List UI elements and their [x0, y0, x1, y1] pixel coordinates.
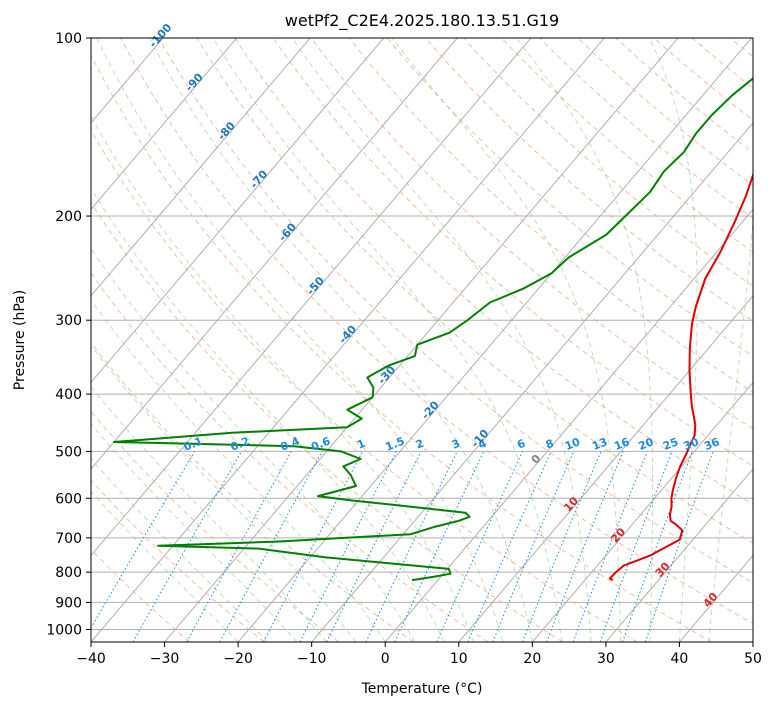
x-axis-label: Temperature (°C)	[361, 681, 483, 697]
x-tick-label: −40	[76, 651, 106, 667]
isotherm-line	[91, 38, 385, 384]
x-tick-label: −30	[150, 651, 180, 667]
y-tick-label: 800	[55, 565, 82, 581]
isotherm-line	[91, 38, 458, 470]
moist-adiabat-line	[148, 38, 533, 642]
x-tick-label: −20	[223, 651, 253, 667]
mixing-ratio-label: 10	[563, 435, 582, 453]
y-tick-label: 700	[55, 531, 82, 547]
y-tick-label: 200	[55, 209, 82, 225]
y-axis-label: Pressure (hPa)	[12, 290, 28, 390]
mixing-ratio-line	[326, 451, 422, 642]
x-tick-label: 10	[450, 651, 468, 667]
mixing-ratio-label: 2	[414, 437, 426, 452]
isotherm-line	[91, 38, 532, 557]
y-tick-label: 900	[55, 595, 82, 611]
mixing-ratio-label: 30	[682, 435, 701, 453]
isotherm-line	[91, 38, 237, 211]
mixing-ratio-line	[186, 451, 292, 642]
mixing-ratio-lines	[91, 451, 714, 642]
dry-adiabat-line	[234, 38, 753, 505]
dry-adiabat-line	[91, 54, 713, 642]
isotherm-line	[91, 38, 605, 642]
y-tick-label: 1000	[46, 622, 82, 638]
y-axis: 100 200 300 400 500 600 700 800 900 1000	[46, 31, 91, 638]
dry-adiabat-line	[91, 479, 265, 642]
isotherm-line	[311, 122, 753, 642]
mixing-ratio-label: 25	[661, 435, 680, 453]
temperature-line	[608, 169, 753, 581]
mixing-ratio-line	[572, 451, 648, 642]
dry-adiabat-line	[91, 272, 489, 642]
dewpoint-line	[112, 77, 753, 582]
x-tick-label: 40	[671, 651, 689, 667]
chart-title: wetPf2_C2E4.2025.180.13.51.G19	[285, 11, 559, 31]
dry-adiabat-line	[158, 38, 753, 584]
series-layer	[112, 77, 753, 582]
y-tick-label: 400	[55, 387, 82, 403]
dry-adiabat-line	[425, 38, 753, 322]
plot-area	[91, 38, 753, 642]
mixing-ratio-label: 16	[612, 435, 631, 453]
isotherm-line	[237, 38, 752, 642]
moist-adiabat-line	[648, 38, 698, 642]
mixing-ratio-label: 8	[544, 437, 556, 452]
x-tick-label: 20	[523, 651, 541, 667]
x-axis: −40 −30 −20 −10 0 10 20 30 40 50	[76, 642, 762, 667]
moist-adiabat-line	[91, 247, 416, 642]
moist-adiabat-line	[91, 345, 357, 642]
x-tick-label: 50	[744, 651, 762, 667]
background-lines	[91, 38, 753, 642]
dry-adiabat-line	[91, 129, 638, 642]
mixing-ratio-label: 36	[702, 435, 721, 453]
y-tick-label: 100	[55, 31, 82, 47]
isotherm-line	[605, 468, 753, 642]
mixing-ratio-labels: 0.1 0.2 0.4 0.6 1 1.5 2 3 4 6 8 10 13 16 20 25 30 36	[182, 434, 722, 453]
mixing-ratio-label: 13	[590, 435, 609, 453]
mixing-ratio-line	[522, 451, 602, 642]
isotherm-line	[384, 208, 753, 642]
moist-adiabat-line	[515, 38, 654, 642]
isotherm-line	[531, 381, 753, 642]
dry-adiabat-line	[91, 548, 190, 642]
dry-adiabat-line	[120, 38, 753, 625]
moist-adiabat-line	[708, 213, 753, 642]
mixing-ratio-line	[492, 451, 575, 642]
dry-adiabat-line	[91, 342, 414, 642]
mixing-ratio-line	[436, 451, 524, 642]
dry-adiabat-line	[91, 410, 340, 642]
x-tick-label: 30	[597, 651, 615, 667]
moist-adiabat-line	[391, 38, 622, 642]
isotherm-line	[164, 38, 679, 642]
x-tick-label: −10	[297, 651, 327, 667]
isotherm-line	[458, 295, 753, 642]
mixing-ratio-label: 1	[355, 437, 367, 452]
moist-adiabat-line	[91, 187, 445, 642]
mixing-ratio-line	[467, 451, 552, 642]
mixing-ratio-line	[546, 451, 624, 642]
dry-adiabat-line	[196, 38, 753, 544]
moist-adiabat-line	[91, 385, 327, 642]
mixing-ratio-label: 3	[450, 437, 462, 452]
y-tick-label: 500	[55, 444, 82, 460]
moist-adiabat-line	[91, 457, 268, 642]
dry-adiabat-line	[310, 38, 753, 430]
y-tick-label: 300	[55, 313, 82, 329]
y-tick-label: 600	[55, 491, 82, 507]
mixing-ratio-line	[132, 451, 242, 642]
mixing-ratio-line	[219, 451, 323, 642]
mixing-ratio-line	[299, 451, 397, 642]
mixing-ratio-line	[622, 451, 693, 642]
mixing-ratio-line	[644, 451, 714, 642]
moist-adiabat-line	[91, 423, 298, 642]
x-tick-label: 0	[381, 651, 390, 667]
mixing-ratio-line	[599, 451, 673, 642]
mixing-ratio-label: 20	[636, 435, 655, 453]
moist-adiabat-line	[91, 115, 474, 642]
isotherm-line	[91, 38, 311, 297]
moist-adiabat-line	[291, 38, 592, 642]
plot-frame	[90, 37, 754, 643]
